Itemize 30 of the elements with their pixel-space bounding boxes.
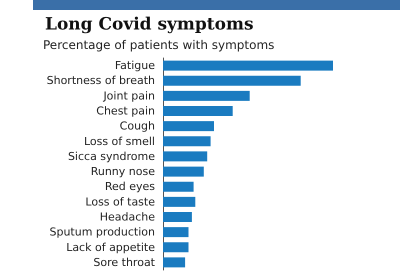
y-tick-label: Lack of appetite: [66, 240, 156, 254]
bar: [163, 182, 194, 192]
bar: [163, 166, 204, 177]
y-tick-label: Sicca syndrome: [68, 150, 156, 163]
bar: [163, 60, 333, 71]
y-tick-label: Loss of taste: [85, 195, 156, 208]
y-tick-label: Shortness of breath: [46, 74, 156, 88]
chart-title: Long Covid symptoms: [45, 14, 254, 34]
bar: [163, 242, 188, 252]
bar: [163, 257, 186, 268]
y-tick-label: Cough: [120, 120, 156, 133]
y-tick-label: Fatigue: [114, 59, 156, 72]
bar: [163, 196, 196, 207]
bar: [163, 212, 192, 222]
bar: [163, 76, 301, 86]
y-tick-label: Sputum production: [50, 226, 156, 239]
bar: [163, 121, 214, 132]
y-tick-label: Red eyes: [104, 180, 156, 194]
chart-subtitle: Percentage of patients with symptoms: [43, 38, 274, 52]
bar: [163, 90, 250, 101]
bar: [163, 151, 208, 162]
y-tick-label: Joint pain: [102, 89, 156, 102]
y-tick-label: Chest pain: [96, 104, 156, 118]
bar: [163, 227, 188, 238]
y-tick-label: Loss of smell: [84, 134, 155, 148]
y-tick-label: Runny nose: [90, 165, 156, 178]
bar: [163, 136, 211, 146]
y-tick-label: Sore throat: [93, 256, 156, 269]
bar: [163, 106, 233, 116]
y-tick-label: Headache: [100, 210, 156, 224]
